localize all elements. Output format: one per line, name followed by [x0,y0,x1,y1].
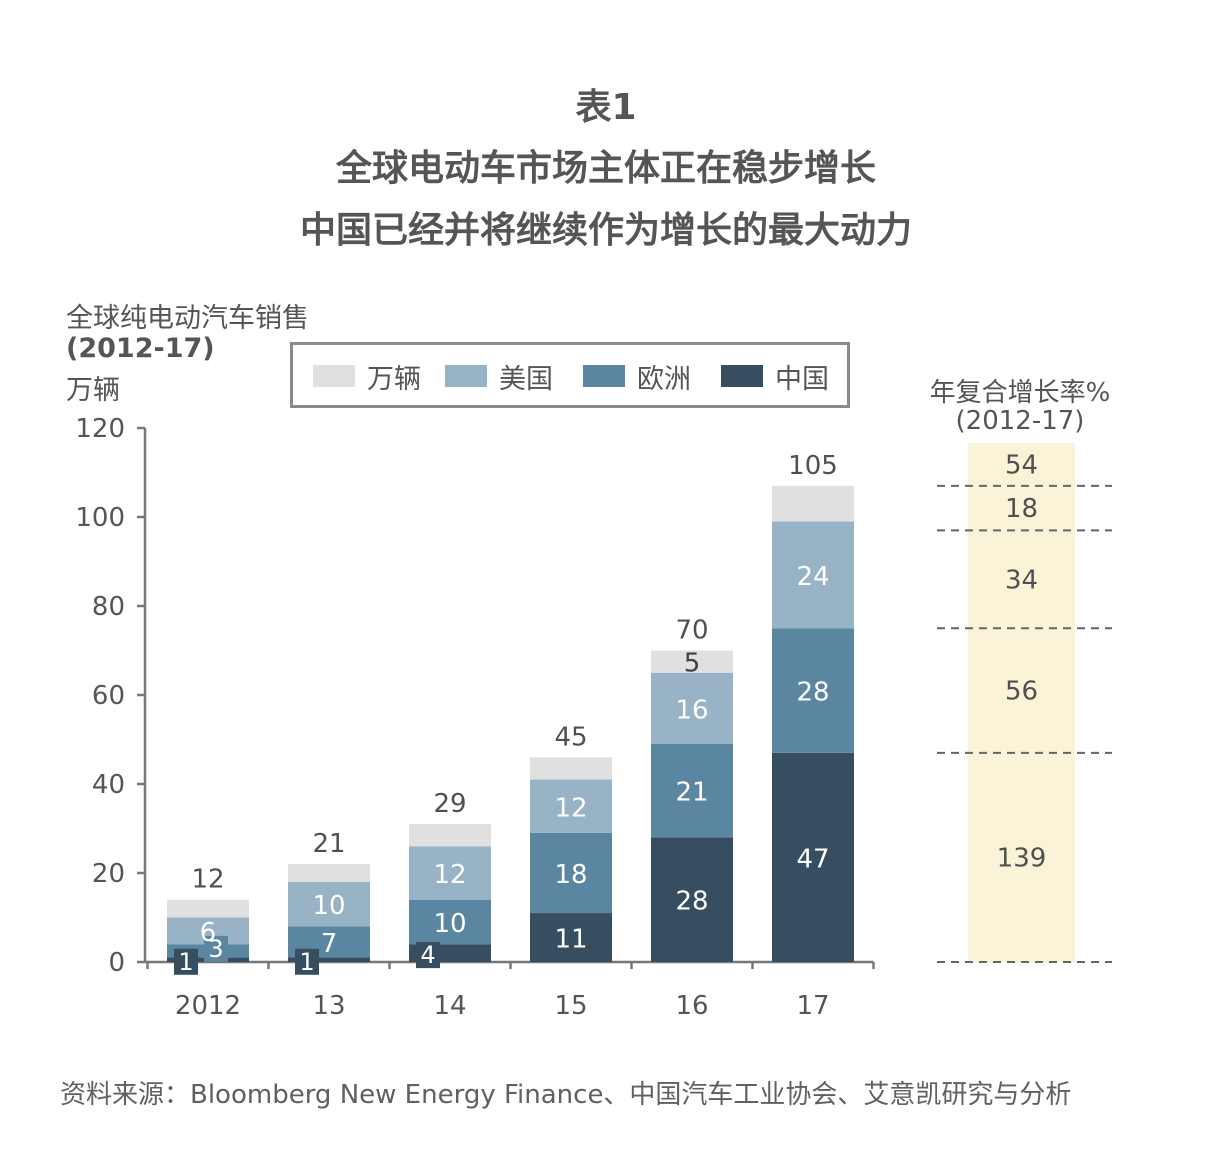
bar-segment [772,752,854,962]
bar-segment [288,864,370,882]
y-tick-label: 20 [92,859,125,889]
legend-item-europe: 欧洲 [583,359,691,395]
y-tick-label: 100 [75,503,125,533]
segment-label-badge [174,948,198,975]
segment-value-label: 5 [684,649,701,679]
legend-item-other: 万辆 [313,359,421,395]
bar-segment [288,881,370,927]
segment-value-label: 47 [796,844,829,874]
bar-segment [530,913,612,962]
legend-label-china: 中国 [775,363,829,395]
x-tick-label: 13 [312,991,345,1021]
y-tick-label: 0 [108,948,125,978]
legend-item-usa: 美国 [445,359,553,395]
bar-total-label: 12 [191,865,224,895]
segment-value-label: 28 [796,678,829,708]
cagr-value-label: 56 [1005,677,1038,707]
segment-value-label: 10 [312,891,345,921]
segment-value-label: 21 [675,778,708,808]
segment-value-label: 6 [200,918,217,948]
title-line-3: 中国已经并将继续作为增长的最大动力 [299,210,912,251]
source-note: 资料来源：Bloomberg New Energy Finance、中国汽车工业… [60,1080,1072,1110]
segment-value-label: 24 [796,562,829,592]
segment-value-label: 1 [178,948,193,976]
bar-total-label: 45 [554,722,587,752]
x-tick-label: 14 [433,991,466,1021]
segment-value-label: 3 [208,935,223,963]
legend-label-other: 万辆 [367,363,421,395]
cagr-title-line-1: 年复合增长率% [929,378,1111,408]
y-tick-label: 120 [75,414,125,444]
bar-segment [288,957,370,962]
x-tick-label: 2012 [175,991,241,1021]
bar-segment [409,899,491,945]
bar-segment [651,650,733,673]
cagr-value-label: 139 [997,843,1047,873]
bar-total-label: 70 [675,616,708,646]
bar-segment [530,757,612,780]
segment-value-label: 10 [433,909,466,939]
x-tick-label: 17 [796,991,829,1021]
bar-segment [772,485,854,522]
segment-label-badge [204,935,228,962]
legend-swatch-usa [445,365,487,387]
y-tick-label: 40 [92,770,125,800]
y-axis-label-line-1: 全球纯电动汽车销售 [66,303,309,334]
x-tick-label: 15 [554,991,587,1021]
segment-value-label: 4 [420,941,435,969]
title-line-1: 表1 [575,87,637,128]
bars [167,485,854,962]
bar-segment [530,832,612,914]
y-axis-label-line-3: 万辆 [66,375,120,406]
cagr-value-label: 34 [1005,565,1038,595]
segment-value-label: 7 [321,929,338,959]
bar-segment [409,846,491,900]
legend-swatch-other [313,365,355,387]
bar-segment [651,837,733,962]
legend: 万辆 美国 欧洲 中国 [290,342,850,408]
legend-swatch-china [721,365,763,387]
title-line-2: 全球电动车市场主体正在稳步增长 [335,148,876,189]
segment-value-label: 1 [299,948,314,976]
cagr-value-label: 18 [1005,494,1038,524]
chart-title: 表1 全球电动车市场主体正在稳步增长 中国已经并将继续作为增长的最大动力 [0,78,1212,262]
y-tick-label: 80 [92,592,125,622]
legend-label-usa: 美国 [499,363,553,395]
segment-value-label: 16 [675,695,708,725]
bar-segment [651,672,733,744]
segment-label-badge [295,948,319,975]
bar-segment [167,899,249,918]
cagr-value-label: 54 [1005,450,1038,480]
legend-label-europe: 欧洲 [637,363,691,395]
bar-total-label: 29 [433,789,466,819]
cagr-title-line-2: (2012-17) [955,406,1085,436]
x-tick-label: 16 [675,991,708,1021]
segment-value-label: 28 [675,887,708,917]
segment-value-label: 18 [554,860,587,890]
y-tick-label: 60 [92,681,125,711]
legend-swatch-europe [583,365,625,387]
bar-segment [409,824,491,847]
y-axis-label-line-2: (2012-17) [66,333,215,364]
cagr-panel: 54 18 34 56 139 [937,443,1112,963]
segment-value-label: 12 [433,860,466,890]
bar-segment [530,779,612,833]
legend-item-china: 中国 [721,359,829,395]
bar-total-label: 105 [788,451,838,481]
bar-segment [651,743,733,838]
bar-total-label: 21 [312,829,345,859]
segment-label-badge [416,942,440,969]
bar-segment [772,521,854,629]
segment-value-label: 12 [554,793,587,823]
segment-value-label: 11 [554,925,587,955]
data-labels: 1 361217102141012291118124528211657047282… [174,451,838,976]
bar-segment [772,628,854,753]
